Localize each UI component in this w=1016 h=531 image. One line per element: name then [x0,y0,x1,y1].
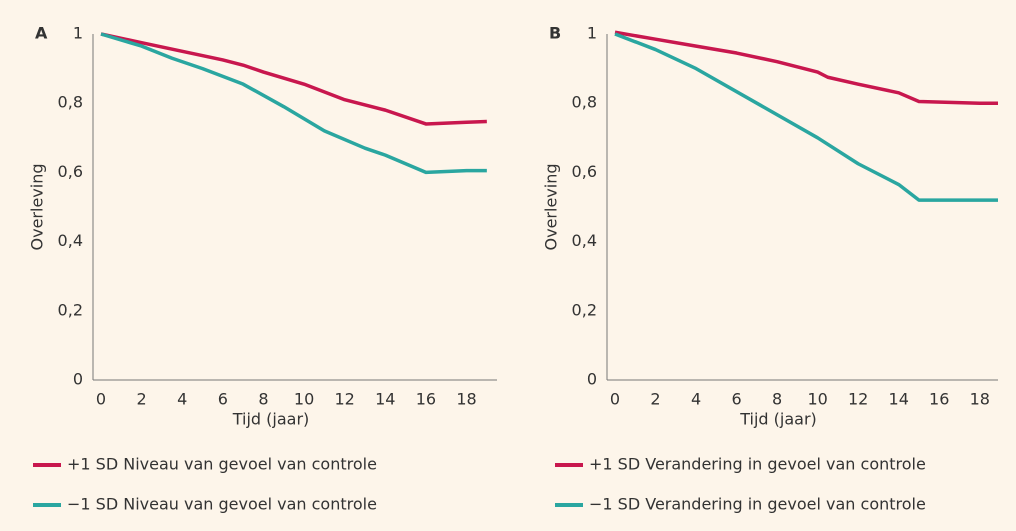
x-tick-label: 2 [650,390,660,409]
legend-label: −1 SD Verandering in gevoel van controle [589,495,926,514]
x-tick-label: 10 [807,390,827,409]
x-tick-label: 8 [772,390,782,409]
x-tick-label: 6 [731,390,741,409]
y-tick-label: 1 [587,24,597,43]
x-tick-label: 14 [375,390,395,409]
line [100,32,487,126]
x-tick-label: 12 [335,390,355,409]
y-tick-label: 0,6 [58,162,83,181]
x-tick-label: 18 [456,390,476,409]
y-tick-label: 1 [73,24,83,43]
line [614,30,998,105]
x-tick-label: 4 [177,390,187,409]
panel-label: B [549,24,561,43]
x-tick-label: 4 [691,390,701,409]
y-tick-label: 0,8 [572,93,597,112]
legend-label: −1 SD Niveau van gevoel van controle [67,495,377,514]
x-tick-label: 16 [929,390,949,409]
panel-label: A [35,24,48,43]
x-tick-label: 0 [610,390,620,409]
y-axis-label: Overleving [28,164,47,251]
x-tick-label: 12 [848,390,868,409]
y-axis-label: Overleving [542,164,561,251]
x-tick-label: 8 [258,390,268,409]
x-tick-label: 14 [889,390,909,409]
x-axis-label: Tijd (jaar) [739,410,817,429]
legend-label: +1 SD Verandering in gevoel van controle [589,455,926,474]
y-tick-label: 0,4 [572,231,597,250]
x-tick-label: 16 [416,390,436,409]
y-tick-label: 0,8 [58,93,83,112]
y-tick-label: 0 [587,370,597,389]
line [614,32,998,202]
y-tick-label: 0,4 [58,231,83,250]
legend-label: +1 SD Niveau van gevoel van controle [67,455,377,474]
x-tick-label: 2 [137,390,147,409]
x-tick-label: 0 [96,390,106,409]
x-tick-label: 10 [294,390,314,409]
x-tick-label: 18 [970,390,990,409]
y-tick-label: 0,2 [572,300,597,319]
x-tick-label: 6 [218,390,228,409]
x-axis-label: Tijd (jaar) [232,410,310,429]
y-tick-label: 0,6 [572,162,597,181]
y-tick-label: 0 [73,370,83,389]
y-tick-label: 0,2 [58,300,83,319]
line [100,32,487,175]
